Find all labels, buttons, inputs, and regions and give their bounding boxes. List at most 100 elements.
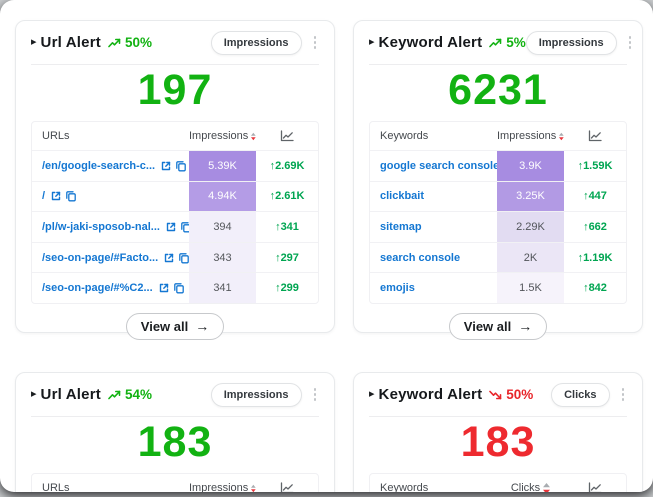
kebab-menu-icon[interactable] <box>619 385 628 404</box>
keyword-link[interactable]: sitemap <box>380 220 422 233</box>
view-all-button[interactable]: View all → <box>448 312 548 340</box>
url-link[interactable]: /en/google-search-c... <box>42 159 156 172</box>
change-value: ↑2.61K <box>269 190 305 203</box>
card-header: ▸ Url Alert 54% Impressions <box>31 373 319 416</box>
trend-up-icon <box>108 38 121 47</box>
kebab-menu-icon[interactable] <box>311 385 320 404</box>
copy-icon[interactable] <box>65 190 77 202</box>
table-row: /pl/w-jaki-sposob-nal... 394 ↑341 <box>32 211 318 242</box>
metric-total: 183 <box>460 418 536 466</box>
table-row: sitemap 2.29K ↑662 <box>370 211 626 242</box>
table-header-row: Keywords Impressions <box>370 122 626 150</box>
chart-toggle[interactable] <box>564 130 626 142</box>
card-title: Url Alert <box>40 34 101 51</box>
keyword-link[interactable]: search console <box>380 251 461 264</box>
card-header: ▸ Keyword Alert 5% Impressions <box>369 21 632 64</box>
value-column-header[interactable]: Clicks <box>497 482 564 492</box>
caret-expand-icon[interactable]: ▸ <box>31 388 37 400</box>
line-chart-icon <box>588 130 602 142</box>
trend-up-icon <box>108 390 121 399</box>
trend-indicator: 54% <box>108 387 152 402</box>
kebab-menu-icon[interactable] <box>311 33 320 52</box>
table-row: /en/google-search-c... 5.39K ↑2.69K <box>32 150 318 181</box>
header-divider <box>31 416 319 417</box>
url-link[interactable]: /seo-on-page/#Facto... <box>42 251 159 264</box>
metric-selector-button[interactable]: Impressions <box>210 30 302 55</box>
card-title: Keyword Alert <box>378 386 483 403</box>
caret-expand-icon[interactable]: ▸ <box>31 36 37 48</box>
name-column-header: Keywords <box>380 130 429 142</box>
change-value: ↑842 <box>583 282 607 295</box>
keyword-link[interactable]: google search console <box>380 159 500 172</box>
value-column-header[interactable]: Impressions <box>497 130 564 142</box>
card-title: Url Alert <box>40 386 101 403</box>
chart-toggle[interactable] <box>564 482 626 492</box>
value-cell: 2.29K <box>497 212 564 242</box>
kebab-menu-icon[interactable] <box>626 33 635 52</box>
arrow-right-icon: → <box>195 318 210 335</box>
external-link-icon[interactable] <box>50 190 62 202</box>
chart-toggle[interactable] <box>256 130 318 142</box>
change-value: ↑341 <box>275 220 299 233</box>
trend-indicator: 50% <box>108 35 152 50</box>
url-link[interactable]: / <box>42 190 46 203</box>
header-divider <box>31 64 319 65</box>
table-row: / 4.94K ↑2.61K <box>32 180 318 212</box>
copy-icon[interactable] <box>175 160 187 172</box>
trend-value: 50% <box>506 387 534 402</box>
table-row: /seo-on-page/#Facto... 343 ↑297 <box>32 241 318 273</box>
trend-up-icon <box>489 38 502 47</box>
copy-icon[interactable] <box>173 282 185 294</box>
external-link-icon[interactable] <box>165 221 177 233</box>
url-link[interactable]: /seo-on-page/#%C2... <box>42 282 153 295</box>
name-column-header: Keywords <box>380 482 429 492</box>
change-value: ↑299 <box>275 282 299 295</box>
metric-selector-button[interactable]: Impressions <box>210 382 302 407</box>
trend-value: 5% <box>506 35 526 50</box>
copy-icon[interactable] <box>178 252 190 264</box>
url-link[interactable]: /pl/w-jaki-sposob-nal... <box>42 220 160 233</box>
change-value: ↑1.59K <box>577 159 613 172</box>
card-header: ▸ Url Alert 50% Impressions <box>31 21 319 64</box>
value-cell: 341 <box>189 273 256 303</box>
value-cell: 1.5K <box>497 273 564 303</box>
trend-value: 50% <box>124 35 152 50</box>
external-link-icon[interactable] <box>158 282 170 294</box>
sort-icon <box>543 482 551 492</box>
external-link-icon[interactable] <box>163 252 175 264</box>
table-row: /seo-on-page/#%C2... 341 ↑299 <box>32 272 318 303</box>
keyword-link[interactable]: clickbait <box>380 190 425 203</box>
metric-total: 197 <box>137 66 213 114</box>
chart-toggle[interactable] <box>256 482 318 492</box>
table-row: clickbait 3.25K ↑447 <box>370 180 626 212</box>
metric-selector-button[interactable]: Clicks <box>551 382 610 407</box>
change-value: ↑297 <box>275 251 299 264</box>
metric-selector-button[interactable]: Impressions <box>525 30 617 55</box>
value-column-header[interactable]: Impressions <box>189 482 256 492</box>
header-divider <box>369 416 627 417</box>
value-cell: 4.94K <box>189 181 256 212</box>
alert-card-url-1: ▸ Url Alert 50% Impressions 197 URLs <box>15 20 335 340</box>
arrow-right-icon: → <box>518 318 533 335</box>
sort-icon <box>251 484 256 492</box>
value-column-header[interactable]: Impressions <box>189 130 256 142</box>
external-link-icon[interactable] <box>160 160 172 172</box>
value-cell: 3.9K <box>497 151 564 181</box>
keyword-link[interactable]: emojis <box>380 282 415 295</box>
card-title: Keyword Alert <box>378 34 483 51</box>
table-row: search console 2K ↑1.19K <box>370 241 626 273</box>
metric-total: 6231 <box>448 66 548 114</box>
change-value: ↑1.19K <box>577 251 613 264</box>
sort-icon <box>559 132 564 140</box>
line-chart-icon <box>280 130 294 142</box>
caret-expand-icon[interactable]: ▸ <box>369 36 375 48</box>
name-column-header: URLs <box>42 482 70 492</box>
value-cell: 343 <box>189 242 256 273</box>
view-all-button[interactable]: View all → <box>125 312 225 340</box>
change-value: ↑447 <box>583 190 607 203</box>
card-header: ▸ Keyword Alert 50% Clicks <box>369 373 627 416</box>
alert-table: URLs Impressions /en/google-search-c... <box>31 121 319 304</box>
caret-expand-icon[interactable]: ▸ <box>369 388 375 400</box>
table-row: emojis 1.5K ↑842 <box>370 272 626 303</box>
